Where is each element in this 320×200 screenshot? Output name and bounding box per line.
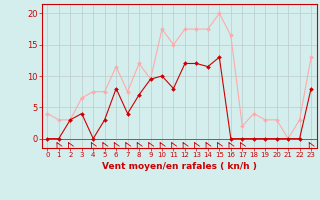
X-axis label: Vent moyen/en rafales ( kn/h ): Vent moyen/en rafales ( kn/h ) [102, 162, 257, 171]
